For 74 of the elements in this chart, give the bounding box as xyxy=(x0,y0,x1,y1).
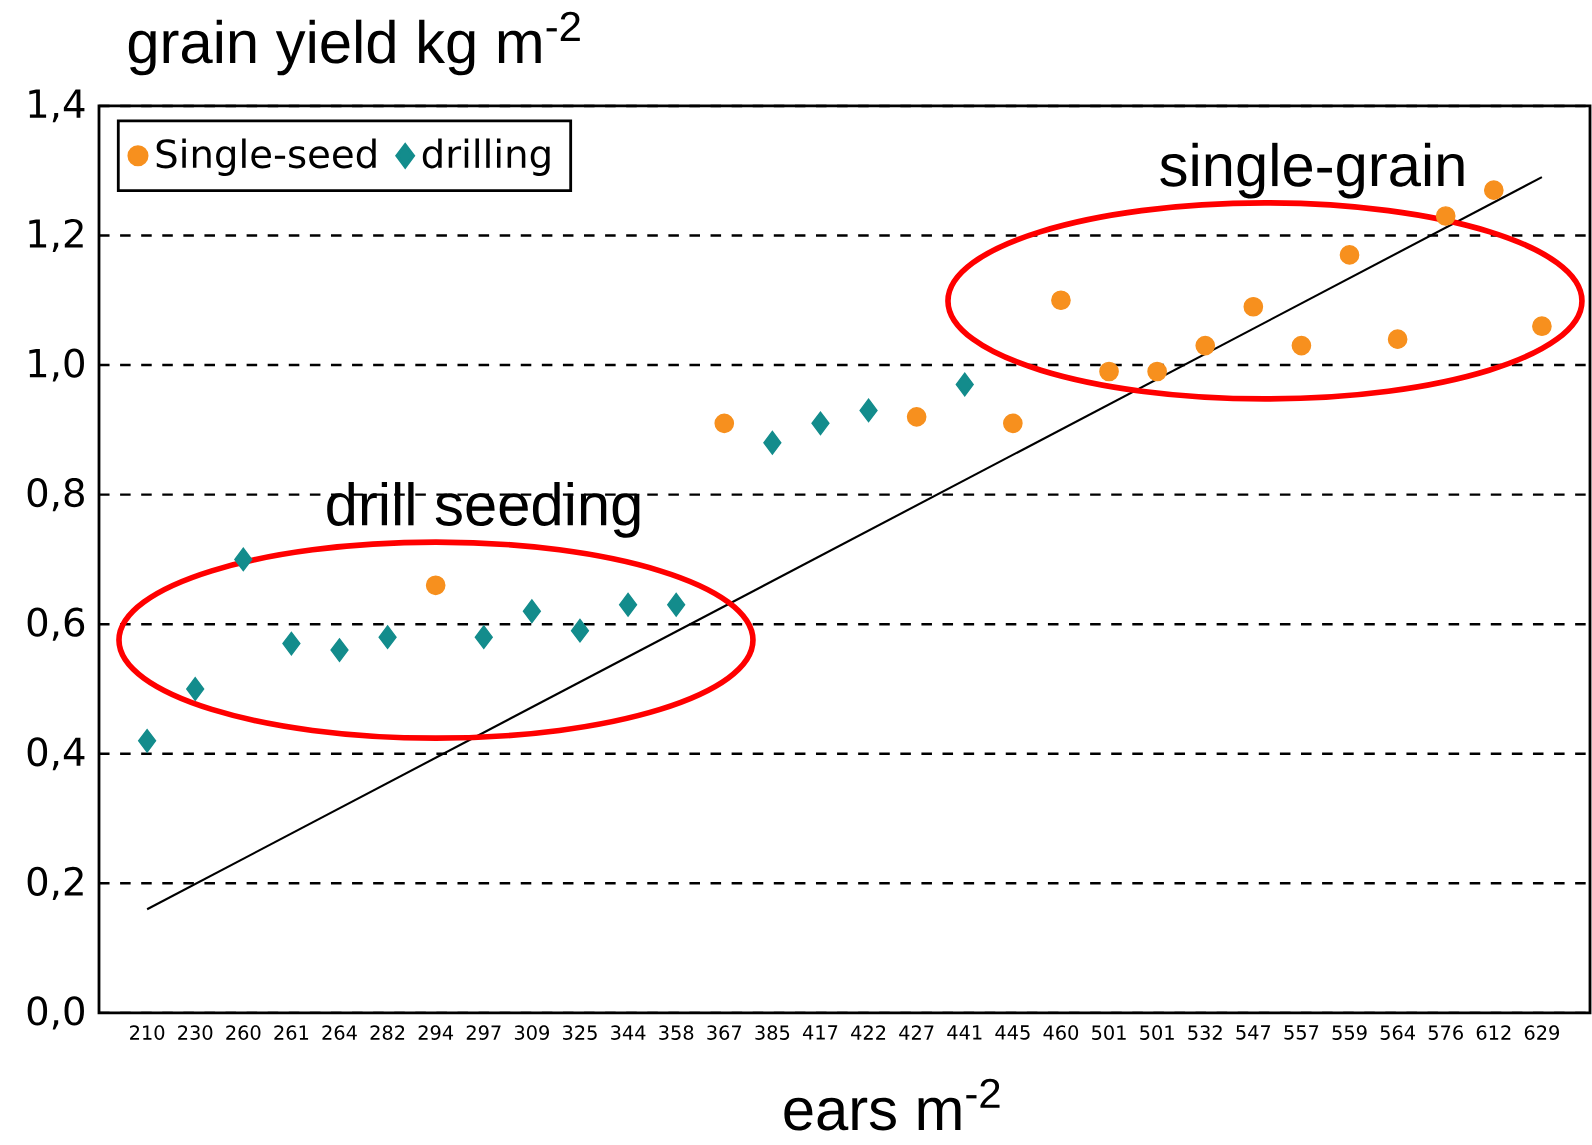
y-tick-label: 0,0 xyxy=(27,996,84,1030)
point xyxy=(186,677,205,701)
y-tick-label: 0,6 xyxy=(27,607,85,641)
x-tick-label: 422 xyxy=(851,1025,886,1040)
point xyxy=(859,398,878,423)
x-tick-label: 557 xyxy=(1284,1025,1319,1040)
x-tick-label: 417 xyxy=(802,1025,838,1040)
point xyxy=(763,430,782,455)
x-tick-label: 547 xyxy=(1236,1025,1271,1040)
x-tick-label: 264 xyxy=(322,1025,357,1040)
x-tick-label: 460 xyxy=(1043,1025,1079,1040)
point xyxy=(137,728,157,753)
y-tick-label: 0,2 xyxy=(27,866,83,900)
x-tick-label: 441 xyxy=(947,1025,982,1040)
x-tick-label: 564 xyxy=(1380,1025,1415,1040)
point xyxy=(906,407,927,427)
point xyxy=(1435,206,1456,226)
x-tick-label: 629 xyxy=(1524,1025,1560,1040)
point xyxy=(714,413,735,434)
annotation: single-grain xyxy=(1160,142,1464,199)
y-tick-label: 1,2 xyxy=(29,218,83,253)
point xyxy=(1003,413,1023,434)
x-tick-label: 210 xyxy=(130,1025,165,1040)
point xyxy=(1339,245,1360,265)
point xyxy=(1291,335,1312,356)
annotation: drill seeding xyxy=(327,482,640,538)
point xyxy=(618,592,638,617)
point xyxy=(234,547,253,572)
point xyxy=(1147,361,1167,382)
point xyxy=(474,625,493,650)
legend-label: drilling xyxy=(422,138,550,176)
point xyxy=(667,592,686,617)
point xyxy=(1051,290,1071,311)
x-tick-label: 325 xyxy=(563,1025,597,1040)
y-axis-title: grain yield kg m$^{-2}$ xyxy=(128,11,580,76)
point xyxy=(522,599,542,624)
point xyxy=(1532,316,1552,337)
x-tick-label: 576 xyxy=(1428,1025,1463,1040)
point xyxy=(1243,296,1264,317)
point xyxy=(570,618,590,643)
point xyxy=(811,411,830,436)
x-tick-label: 385 xyxy=(755,1025,790,1040)
y-tick-label: 0,4 xyxy=(27,737,85,771)
point xyxy=(1387,329,1408,350)
point xyxy=(330,638,349,663)
point xyxy=(1099,361,1119,382)
y-tick-label: 1,4 xyxy=(29,89,85,123)
y-tick-label: 1,0 xyxy=(29,348,84,382)
x-tick-label: 501 xyxy=(1092,1025,1126,1040)
x-tick-label: 532 xyxy=(1188,1025,1222,1040)
x-tick-label: 367 xyxy=(707,1025,742,1040)
point xyxy=(378,625,397,650)
x-tick-label: 358 xyxy=(659,1025,694,1040)
x-tick-label: 501 xyxy=(1140,1025,1174,1040)
point xyxy=(1483,180,1504,201)
x-tick-label: 344 xyxy=(611,1025,646,1040)
x-axis-title: ears m$^{-2}$ xyxy=(784,1078,1000,1131)
point xyxy=(1195,335,1216,356)
x-tick-label: 612 xyxy=(1476,1025,1511,1040)
x-tick-label: 427 xyxy=(899,1025,934,1040)
y-tick-label: 0,8 xyxy=(27,478,84,512)
x-tick-label: 445 xyxy=(995,1025,1030,1040)
x-tick-label: 260 xyxy=(226,1025,261,1040)
x-tick-label: 282 xyxy=(370,1025,405,1040)
x-tick-label: 294 xyxy=(418,1025,454,1040)
x-tick-label: 261 xyxy=(274,1025,309,1040)
x-tick-label: 230 xyxy=(178,1025,213,1040)
point xyxy=(955,372,974,397)
legend-label: Single-seed xyxy=(156,138,376,176)
x-tick-label: 297 xyxy=(466,1025,501,1040)
point xyxy=(425,575,446,596)
point xyxy=(282,631,301,656)
x-tick-label: 309 xyxy=(514,1025,549,1040)
x-tick-label: 559 xyxy=(1332,1025,1367,1040)
